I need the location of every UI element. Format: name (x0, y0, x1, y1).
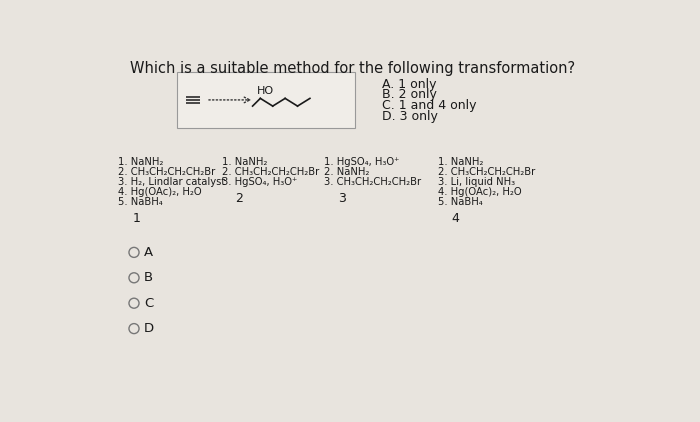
Text: 3. CH₃CH₂CH₂CH₂Br: 3. CH₃CH₂CH₂CH₂Br (324, 177, 421, 187)
Text: 1. HgSO₄, H₃O⁺: 1. HgSO₄, H₃O⁺ (324, 157, 399, 167)
Text: 5. NaBH₄: 5. NaBH₄ (118, 197, 163, 207)
Text: 1. NaNH₂: 1. NaNH₂ (438, 157, 483, 167)
Text: A. 1 only: A. 1 only (382, 78, 437, 91)
Text: 2. NaNH₂: 2. NaNH₂ (324, 167, 370, 177)
Text: D. 3 only: D. 3 only (382, 110, 438, 123)
Text: C: C (144, 297, 153, 310)
Text: C. 1 and 4 only: C. 1 and 4 only (382, 99, 477, 112)
Text: D: D (144, 322, 154, 335)
Text: 4: 4 (452, 211, 460, 225)
Text: 3. HgSO₄, H₃O⁺: 3. HgSO₄, H₃O⁺ (222, 177, 297, 187)
Text: B: B (144, 271, 153, 284)
Text: Which is a suitable method for the following transformation?: Which is a suitable method for the follo… (130, 61, 575, 76)
Bar (176, 72, 355, 127)
Text: 1. NaNH₂: 1. NaNH₂ (222, 157, 267, 167)
Text: 5. NaBH₄: 5. NaBH₄ (438, 197, 482, 207)
Text: HO: HO (257, 86, 274, 96)
Text: 1. NaNH₂: 1. NaNH₂ (118, 157, 164, 167)
Text: 2. CH₃CH₂CH₂CH₂Br: 2. CH₃CH₂CH₂CH₂Br (222, 167, 318, 177)
Text: 4. Hg(OAc)₂, H₂O: 4. Hg(OAc)₂, H₂O (118, 187, 202, 197)
Text: A: A (144, 246, 153, 259)
Text: 3. H₂, Lindlar catalyst: 3. H₂, Lindlar catalyst (118, 177, 225, 187)
Text: 2. CH₃CH₂CH₂CH₂Br: 2. CH₃CH₂CH₂CH₂Br (438, 167, 535, 177)
Text: 2: 2 (235, 192, 244, 205)
Text: B. 2 only: B. 2 only (382, 88, 437, 101)
Text: 3: 3 (338, 192, 346, 205)
Text: 3. Li, liquid NH₃: 3. Li, liquid NH₃ (438, 177, 515, 187)
Text: 4. Hg(OAc)₂, H₂O: 4. Hg(OAc)₂, H₂O (438, 187, 522, 197)
Text: 1: 1 (132, 211, 140, 225)
Text: 2. CH₃CH₂CH₂CH₂Br: 2. CH₃CH₂CH₂CH₂Br (118, 167, 216, 177)
